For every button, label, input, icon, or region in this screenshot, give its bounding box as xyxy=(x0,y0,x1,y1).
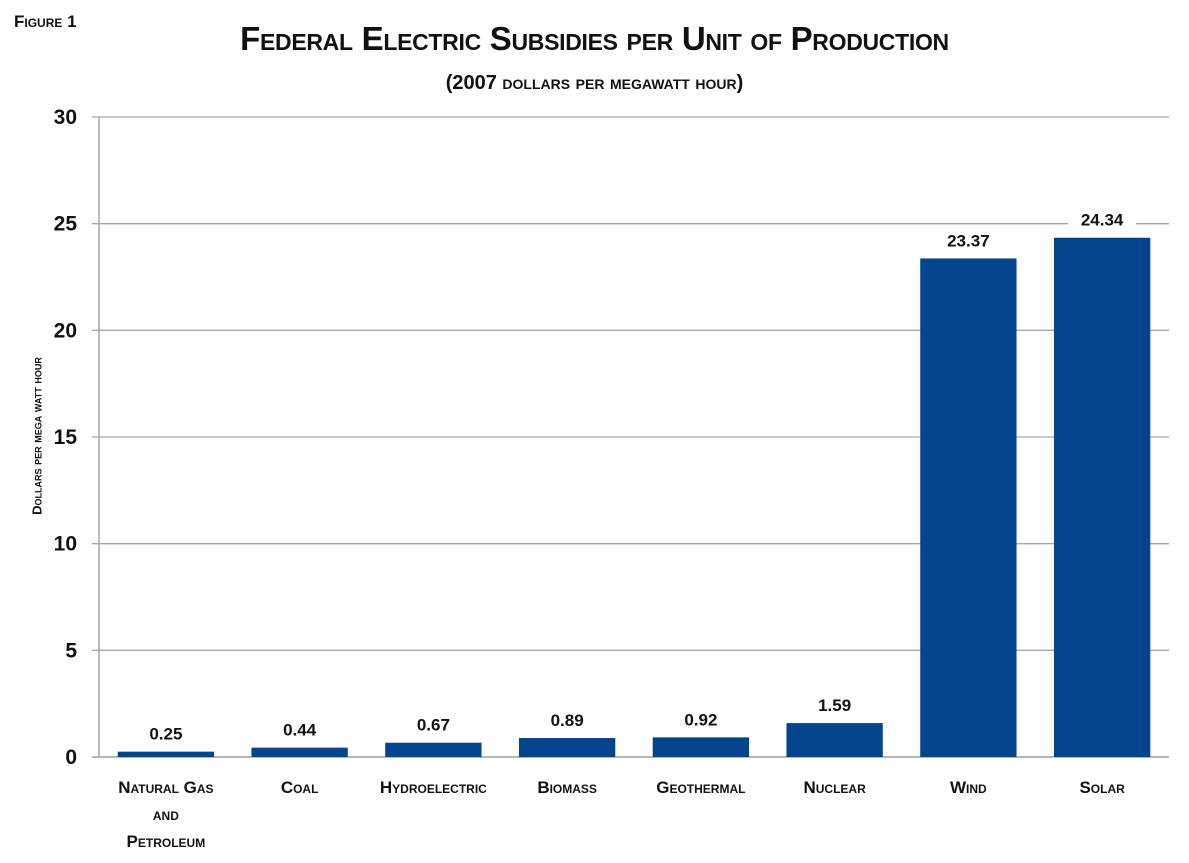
data-label: 0.25 xyxy=(149,725,182,744)
x-tick-label: Wind xyxy=(950,778,987,797)
data-labels: 0.25 0.44 0.67 0.89 0.92 1.59 23.37 24.34 xyxy=(131,206,1137,745)
x-tick-label: Coal xyxy=(281,778,319,797)
x-tick-label: Biomass xyxy=(537,778,597,797)
y-tick-label: 25 xyxy=(54,213,78,236)
bar xyxy=(786,723,883,757)
data-label: 1.59 xyxy=(818,696,851,715)
x-tick-label: Nuclear xyxy=(803,778,866,797)
data-label-background xyxy=(533,707,602,732)
x-tick-label: Geothermal xyxy=(656,778,745,797)
data-label-background xyxy=(399,711,468,736)
figure-label: Figure 1 xyxy=(14,12,77,31)
chart-subtitle: (2007 dollars per megawatt hour) xyxy=(445,72,744,94)
bar xyxy=(652,737,750,757)
data-label-background xyxy=(265,716,334,741)
x-tick-label: Solar xyxy=(1079,778,1125,797)
y-tick-labels: 0 5 10 15 20 25 30 xyxy=(54,106,78,769)
bar xyxy=(518,738,616,757)
y-tick-label: 10 xyxy=(54,533,77,556)
data-label-background xyxy=(131,720,200,745)
data-label-background xyxy=(934,227,1003,252)
x-tick-label: and xyxy=(153,805,179,824)
data-label: 24.34 xyxy=(1081,211,1124,230)
data-label: 0.67 xyxy=(417,716,450,735)
bar xyxy=(920,258,1017,757)
bar xyxy=(117,751,215,757)
y-tick-label: 30 xyxy=(54,106,77,129)
bar xyxy=(385,742,482,757)
bar xyxy=(1053,237,1151,757)
y-tick-label: 20 xyxy=(54,319,77,342)
x-tick-label: Natural Gas xyxy=(118,778,213,797)
y-tick-label: 0 xyxy=(65,746,77,769)
data-label: 0.44 xyxy=(283,721,317,740)
data-label-background xyxy=(1068,206,1137,231)
x-tick-labels: Natural Gas and Petroleum Coal Hydroelectric… xyxy=(118,778,1125,851)
data-label: 23.37 xyxy=(947,231,990,250)
y-tick-label: 5 xyxy=(65,639,77,662)
bars xyxy=(117,237,1151,757)
data-label-background xyxy=(800,692,869,717)
x-tick-label: Hydroelectric xyxy=(380,778,487,797)
bar xyxy=(251,747,348,757)
data-label: 0.92 xyxy=(684,710,717,729)
x-tick-label: Petroleum xyxy=(127,832,206,851)
chart-title: Federal Electric Subsidies per Unit of P… xyxy=(240,20,949,57)
y-tick-label: 15 xyxy=(54,426,78,449)
data-label-background xyxy=(666,706,735,731)
data-label: 0.89 xyxy=(551,711,584,730)
